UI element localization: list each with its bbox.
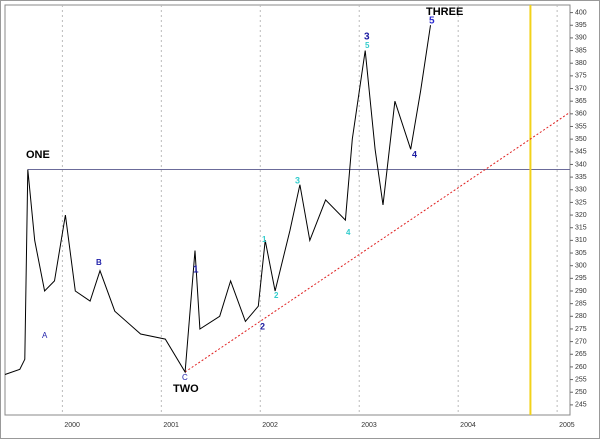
y-tick-label: 365 (575, 98, 587, 105)
y-tick-label: 305 (575, 250, 587, 257)
x-tick-label: 2003 (361, 422, 377, 429)
y-tick-label: 275 (575, 326, 587, 333)
y-tick-label: 390 (575, 35, 587, 42)
y-tick-label: 400 (575, 9, 587, 16)
y-tick-label: 300 (575, 263, 587, 270)
annotation: 5 (365, 41, 370, 50)
y-tick-label: 355 (575, 123, 587, 130)
trendline (184, 111, 571, 373)
y-tick-label: 285 (575, 300, 587, 307)
annotation: C (182, 373, 188, 382)
y-tick-label: 395 (575, 22, 587, 29)
y-tick-label: 295 (575, 275, 587, 282)
y-tick-label: 315 (575, 225, 587, 232)
y-tick-label: 270 (575, 338, 587, 345)
x-tick-label: 2001 (163, 422, 179, 429)
annotation: THREE (426, 6, 463, 18)
y-tick-label: 370 (575, 85, 587, 92)
annotation: 5 (429, 16, 435, 27)
annotation: 4 (346, 228, 351, 237)
y-tick-label: 325 (575, 199, 587, 206)
y-tick-label: 360 (575, 111, 587, 118)
annotation: B (96, 258, 102, 267)
y-tick-label: 335 (575, 174, 587, 181)
y-tick-label: 245 (575, 402, 587, 409)
annotation: 1 (262, 235, 267, 244)
annotation: 4 (412, 149, 417, 159)
y-tick-label: 250 (575, 389, 587, 396)
annotation: A (42, 331, 48, 340)
annotation: 3 (364, 32, 370, 43)
annotation: TWO (173, 383, 199, 395)
y-tick-label: 380 (575, 60, 587, 67)
annotation: 1 (193, 265, 199, 276)
y-tick-label: 330 (575, 187, 587, 194)
x-tick-label: 2005 (559, 422, 575, 429)
plot-area (4, 4, 571, 416)
y-tick-label: 350 (575, 136, 587, 143)
y-tick-label: 290 (575, 288, 587, 295)
y-tick-label: 385 (575, 47, 587, 54)
y-tick-label: 345 (575, 149, 587, 156)
annotation: ONE (26, 149, 50, 161)
price-line (4, 25, 431, 375)
annotation: 2 (260, 321, 265, 331)
annotation: 2 (274, 291, 279, 300)
x-tick-label: 2000 (64, 422, 80, 429)
y-tick-label: 320 (575, 212, 587, 219)
y-tick-label: 260 (575, 364, 587, 371)
y-tick-label: 265 (575, 351, 587, 358)
y-tick-label: 340 (575, 161, 587, 168)
x-tick-label: 2004 (460, 422, 476, 429)
x-tick-label: 2002 (262, 422, 278, 429)
y-tick-label: 255 (575, 376, 587, 383)
y-tick-label: 375 (575, 73, 587, 80)
annotation: 3 (295, 175, 300, 185)
y-tick-label: 310 (575, 237, 587, 244)
y-tick-label: 280 (575, 313, 587, 320)
